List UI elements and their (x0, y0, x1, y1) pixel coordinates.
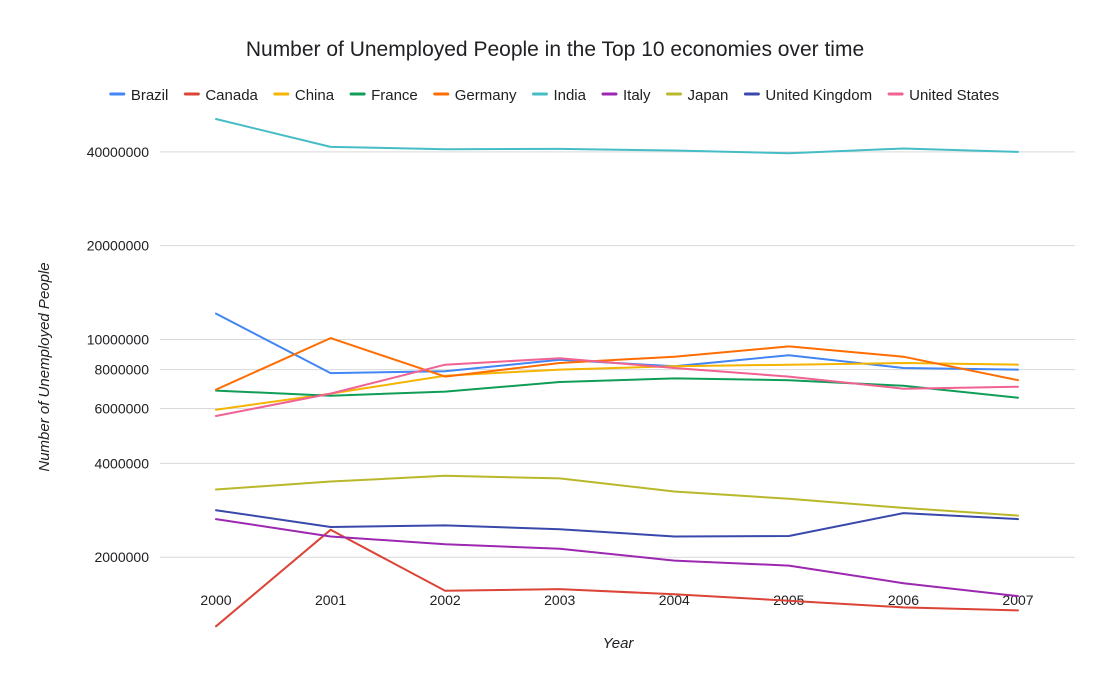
series-line-canada (215, 528, 1019, 628)
x-tick-label: 2001 (315, 592, 346, 608)
y-tick-label: 6000000 (94, 401, 149, 417)
series-line-china (215, 362, 1019, 411)
legend-label: Japan (688, 87, 729, 104)
x-axis-ticks: 2000 2001 2002 2003 2004 2005 2006 2007 (200, 592, 1033, 608)
legend-label: Italy (623, 87, 651, 104)
legend-item-italy: Italy (601, 87, 651, 104)
legend-item-united-kingdom: United Kingdom (743, 87, 872, 104)
legend-item-china: China (273, 87, 335, 104)
x-tick-label: 2004 (659, 592, 690, 608)
legend-label: United States (909, 87, 999, 104)
series-lines (215, 118, 1019, 628)
series-line-italy (215, 518, 1019, 598)
y-axis-title: Number of Unemployed People (36, 262, 53, 471)
x-tick-label: 2006 (888, 592, 919, 608)
x-tick-label: 2000 (200, 592, 231, 608)
legend-item-united-states: United States (887, 87, 999, 104)
legend-label: China (295, 87, 335, 104)
series-line-japan (215, 474, 1019, 517)
y-tick-label: 10000000 (87, 331, 150, 347)
legend: Brazil Canada China France Germany India Italy… (109, 87, 999, 104)
legend-item-japan: Japan (666, 87, 729, 104)
legend-item-canada: Canada (183, 87, 259, 104)
series-line-brazil (215, 312, 1019, 375)
legend-label: United Kingdom (765, 87, 872, 104)
legend-label: Brazil (131, 87, 169, 104)
y-tick-label: 4000000 (94, 455, 149, 471)
legend-item-france: France (349, 87, 418, 104)
y-tick-label: 20000000 (87, 238, 150, 254)
series-line-germany (215, 337, 1019, 391)
series-line-france (215, 377, 1019, 399)
x-axis-title: Year (603, 635, 635, 652)
series-line-india (215, 118, 1019, 155)
legend-item-germany: Germany (433, 87, 517, 104)
y-tick-label: 40000000 (87, 144, 150, 160)
y-tick-label: 8000000 (94, 362, 149, 378)
x-tick-label: 2002 (430, 592, 461, 608)
chart-title: Number of Unemployed People in the Top 1… (246, 38, 864, 61)
gridlines (160, 151, 1075, 558)
legend-item-india: India (531, 87, 587, 104)
x-tick-label: 2003 (544, 592, 575, 608)
legend-label: Germany (455, 87, 517, 104)
y-axis-ticks: 2000000 4000000 6000000 8000000 10000000 2000… (87, 144, 150, 565)
legend-label: Canada (205, 87, 258, 104)
series-line-united-kingdom (215, 509, 1019, 538)
series-line-united-states (215, 357, 1019, 417)
y-tick-label: 2000000 (94, 549, 149, 565)
legend-label: France (371, 87, 418, 104)
legend-item-brazil: Brazil (109, 87, 169, 104)
legend-label: India (553, 87, 586, 104)
